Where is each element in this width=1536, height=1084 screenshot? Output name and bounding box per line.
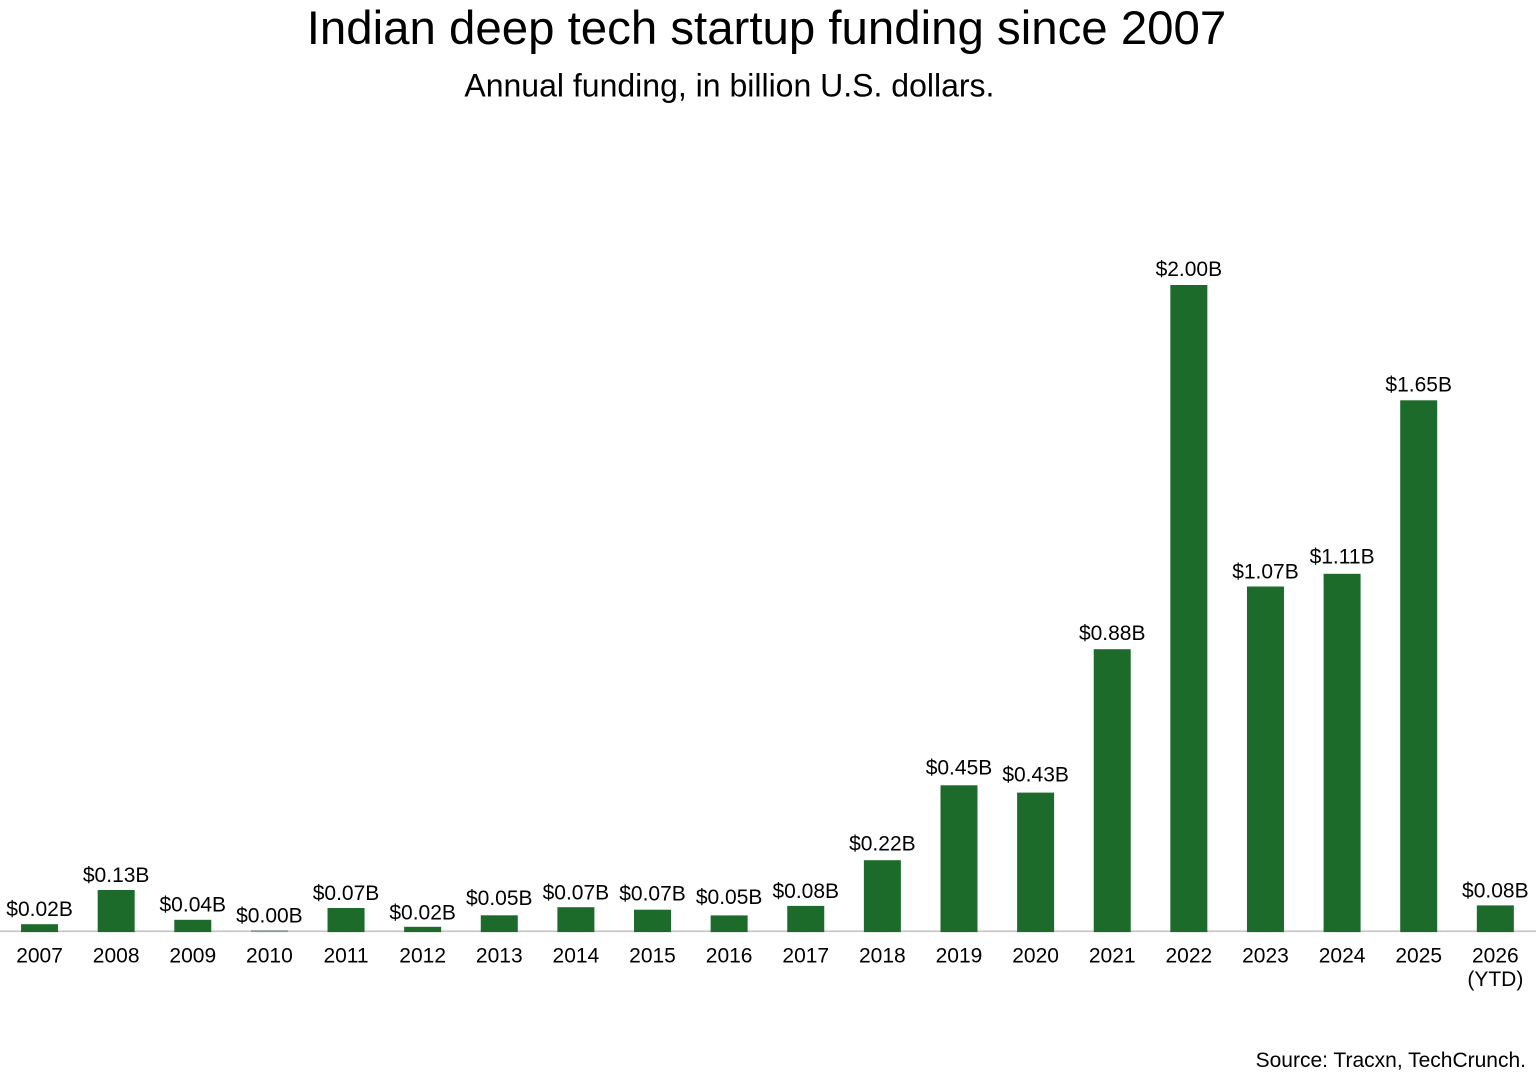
svg-text:2007: 2007 xyxy=(16,945,63,968)
svg-text:2024: 2024 xyxy=(1319,945,1366,968)
svg-text:2020: 2020 xyxy=(1012,945,1059,968)
svg-text:2016: 2016 xyxy=(706,945,753,968)
svg-text:2008: 2008 xyxy=(93,945,140,968)
svg-text:2017: 2017 xyxy=(782,945,829,968)
svg-text:2023: 2023 xyxy=(1242,945,1289,968)
svg-text:$0.05B: $0.05B xyxy=(696,886,763,909)
svg-text:$0.00B: $0.00B xyxy=(236,904,303,927)
svg-text:2009: 2009 xyxy=(169,945,216,968)
svg-text:$0.07B: $0.07B xyxy=(543,882,610,905)
svg-text:2022: 2022 xyxy=(1165,945,1212,968)
svg-text:2025: 2025 xyxy=(1395,945,1442,968)
svg-text:2021: 2021 xyxy=(1089,945,1136,968)
svg-text:$0.02B: $0.02B xyxy=(389,901,456,924)
svg-text:$0.13B: $0.13B xyxy=(83,864,150,887)
svg-text:$0.08B: $0.08B xyxy=(772,880,839,903)
svg-text:$0.04B: $0.04B xyxy=(160,894,227,917)
svg-text:$0.88B: $0.88B xyxy=(1079,622,1146,645)
svg-text:2011: 2011 xyxy=(323,945,368,968)
svg-text:$1.65B: $1.65B xyxy=(1385,374,1452,397)
svg-text:2013: 2013 xyxy=(476,945,523,968)
svg-text:$0.43B: $0.43B xyxy=(1002,763,1069,786)
svg-text:2012: 2012 xyxy=(399,945,446,968)
svg-text:$0.05B: $0.05B xyxy=(466,887,533,910)
svg-text:Annual funding, in billion U.S: Annual funding, in billion U.S. dollars. xyxy=(464,67,994,103)
svg-text:$0.45B: $0.45B xyxy=(926,757,993,780)
svg-text:2010: 2010 xyxy=(246,945,293,968)
svg-text:$1.07B: $1.07B xyxy=(1232,561,1299,584)
svg-text:2019: 2019 xyxy=(936,945,983,968)
svg-text:2014: 2014 xyxy=(553,945,600,968)
svg-text:$0.07B: $0.07B xyxy=(619,883,686,906)
svg-text:$0.22B: $0.22B xyxy=(849,832,916,855)
svg-text:$0.07B: $0.07B xyxy=(313,882,380,905)
svg-text:2015: 2015 xyxy=(629,945,676,968)
svg-text:Source: Tracxn, TechCrunch.: Source: Tracxn, TechCrunch. xyxy=(1256,1049,1526,1072)
svg-text:(YTD): (YTD) xyxy=(1467,968,1523,991)
svg-text:$0.02B: $0.02B xyxy=(6,898,73,921)
svg-text:$0.08B: $0.08B xyxy=(1462,880,1529,903)
svg-text:2018: 2018 xyxy=(859,945,906,968)
svg-text:Indian deep tech startup fundi: Indian deep tech startup funding since 2… xyxy=(307,2,1227,55)
svg-text:$2.00B: $2.00B xyxy=(1156,258,1223,281)
svg-text:2026: 2026 xyxy=(1472,945,1519,968)
svg-text:$1.11B: $1.11B xyxy=(1310,546,1375,569)
